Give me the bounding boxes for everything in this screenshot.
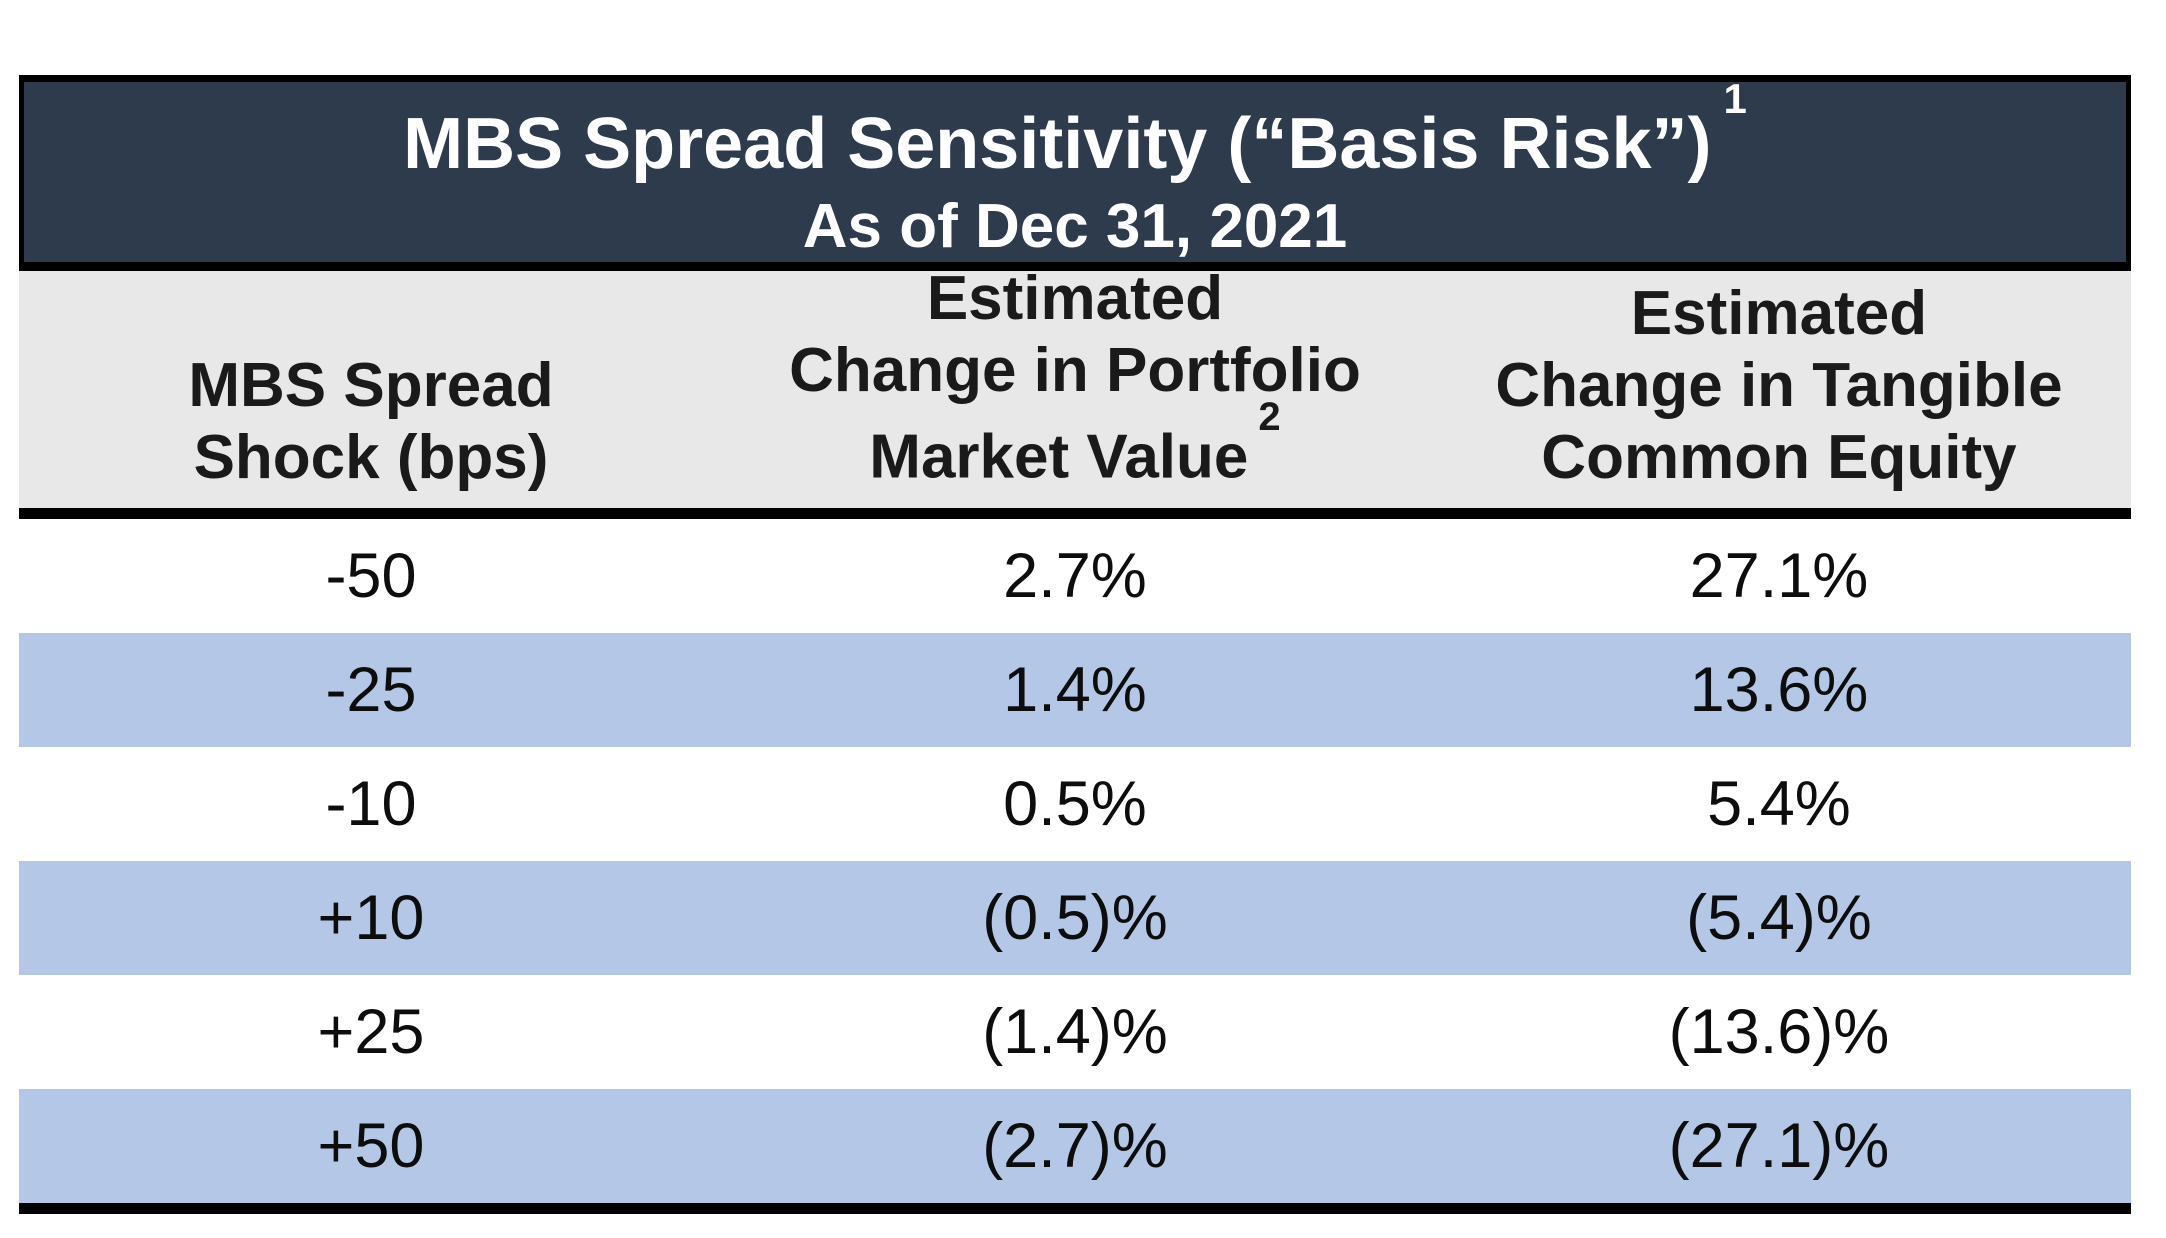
header-mbs-spread-shock: MBS Spread Shock (bps): [19, 271, 723, 508]
cell-portfolio: (1.4)%: [982, 997, 1168, 1067]
cell-equity: 27.1%: [1689, 541, 1869, 611]
header-line: Common Equity: [1541, 423, 2017, 492]
table-row: -50 2.7% 27.1%: [19, 519, 2131, 633]
cell-equity: (5.4)%: [1686, 883, 1872, 953]
table-body: -50 2.7% 27.1% -25 1.4% 13.6% -10 0.5% 5…: [19, 519, 2131, 1214]
cell-shock: -10: [325, 769, 417, 839]
header-line-text: Market Value: [869, 423, 1249, 492]
cell-portfolio: (2.7)%: [982, 1111, 1168, 1181]
header-tangible-common-equity: Estimated Change in Tangible Common Equi…: [1427, 271, 2131, 508]
table-title-text: MBS Spread Sensitivity (“Basis Risk”): [403, 103, 1712, 184]
table-title: MBS Spread Sensitivity (“Basis Risk”)1: [403, 75, 1747, 191]
cell-shock: +50: [317, 1111, 425, 1181]
cell-equity: (27.1)%: [1668, 1111, 1890, 1181]
mbs-spread-sensitivity-table: MBS Spread Sensitivity (“Basis Risk”)1 A…: [19, 75, 2131, 1214]
table-row: +25 (1.4)% (13.6)%: [19, 975, 2131, 1089]
cell-shock: +10: [317, 883, 425, 953]
cell-portfolio: 0.5%: [1003, 769, 1147, 839]
table-row: -10 0.5% 5.4%: [19, 747, 2131, 861]
cell-equity: 5.4%: [1707, 769, 1851, 839]
header-line: Change in Tangible: [1495, 351, 2063, 420]
cell-shock: -25: [325, 655, 417, 725]
header-line: Estimated: [926, 264, 1224, 334]
table-row: +50 (2.7)% (27.1)%: [19, 1089, 2131, 1203]
footnote-ref-1: 1: [1723, 74, 1747, 122]
table-title-bar: MBS Spread Sensitivity (“Basis Risk”)1 A…: [19, 75, 2131, 271]
cell-portfolio: (0.5)%: [982, 883, 1168, 953]
table-header-row: MBS Spread Shock (bps) Estimated Change …: [19, 264, 2131, 519]
header-line: Estimated: [1630, 279, 1928, 348]
header-line: Market Value2: [723, 395, 1427, 494]
cell-equity: 13.6%: [1689, 655, 1869, 725]
cell-equity: (13.6)%: [1668, 997, 1890, 1067]
table-row: -25 1.4% 13.6%: [19, 633, 2131, 747]
header-line: Shock (bps): [193, 423, 549, 492]
table-row: +10 (0.5)% (5.4)%: [19, 861, 2131, 975]
cell-portfolio: 2.7%: [1003, 541, 1147, 611]
cell-shock: +25: [317, 997, 425, 1067]
header-portfolio-market-value: Estimated Change in Portfolio Market Val…: [723, 264, 1427, 508]
header-line: Change in Portfolio: [789, 336, 1361, 406]
footnote-ref-2: 2: [1258, 395, 1281, 440]
table-subtitle: As of Dec 31, 2021: [802, 191, 1348, 261]
cell-portfolio: 1.4%: [1003, 655, 1147, 725]
header-line: MBS Spread: [188, 351, 554, 420]
cell-shock: -50: [325, 541, 417, 611]
